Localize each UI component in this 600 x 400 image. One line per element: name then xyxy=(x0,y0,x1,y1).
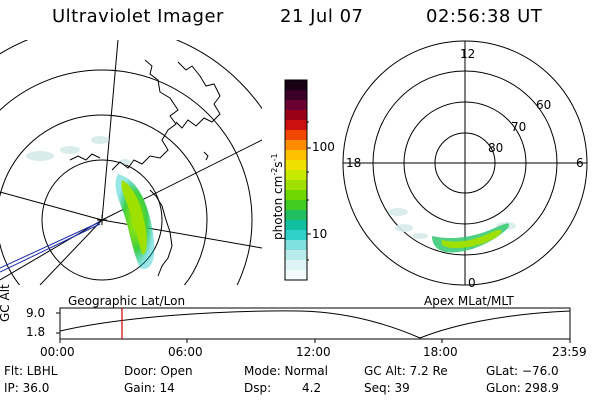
colorbar-tick-100: 100 xyxy=(312,140,335,154)
glat-readout: GLat: −76.0 xyxy=(486,364,559,378)
polar-plot-caption: Apex MLat/MLT xyxy=(424,294,514,308)
geo-meridians xyxy=(0,40,262,285)
colorbar-unit-main: photon cm xyxy=(271,175,285,240)
geo-lat-circles xyxy=(0,40,262,285)
x-tick-label: 23:59 xyxy=(552,345,587,359)
x-tick-label: 18:00 xyxy=(423,345,458,359)
mlt-label-6: 6 xyxy=(576,156,584,170)
mlat-label-70: 70 xyxy=(511,120,527,134)
mlat-label-80: 80 xyxy=(488,141,504,155)
altitude-y-low: 1.8 xyxy=(26,325,46,339)
mlt-label-12: 12 xyxy=(460,47,476,61)
colorbar-unit-s: s xyxy=(271,161,285,168)
x-tick-label: 06:00 xyxy=(168,345,203,359)
sub-satellite-point xyxy=(97,215,107,225)
geo-plot-caption: Geographic Lat/Lon xyxy=(68,294,186,308)
x-tick-label: 12:00 xyxy=(296,345,331,359)
date-label: 21 Jul 07 xyxy=(280,6,364,27)
time-label: 02:56:38 UT xyxy=(426,6,543,27)
altitude-y-high: 9.0 xyxy=(26,306,46,320)
colorbar-tick-10: 10 xyxy=(312,227,328,241)
mlat-label-60: 60 xyxy=(536,98,552,112)
colorbar-unit-label: photon cm-2s-1 xyxy=(270,153,285,240)
geographic-map xyxy=(0,40,262,285)
polar-aurora xyxy=(432,223,510,253)
altitude-chart xyxy=(56,307,571,343)
gain-readout: Gain: 14 xyxy=(124,381,175,395)
coastlines xyxy=(69,59,221,277)
satellite-track xyxy=(0,221,101,273)
mlt-label-18: 18 xyxy=(346,156,362,170)
glon-readout: GLon: 298.9 xyxy=(486,381,559,395)
app-title: Ultraviolet Imager xyxy=(52,6,224,27)
dsp-label: Dsp: xyxy=(244,381,272,395)
gc-alt-readout: GC Alt: 7.2 Re xyxy=(364,364,448,378)
door-readout: Door: Open xyxy=(124,364,193,378)
mode-readout: Mode: Normal xyxy=(244,364,328,378)
seq-readout: Seq: 39 xyxy=(364,381,410,395)
filter-readout: Flt: LBHL xyxy=(4,364,58,378)
polar-plot xyxy=(342,40,588,286)
altitude-curve xyxy=(59,310,571,339)
colorbar-unit-exp1: -2 xyxy=(270,167,279,176)
geo-haze xyxy=(26,136,131,165)
ip-readout: IP: 36.0 xyxy=(4,381,50,395)
altitude-ylabel: GC Alt xyxy=(0,284,12,322)
dsp-value: 4.2 xyxy=(302,381,322,395)
colorbar-unit-exp2: -1 xyxy=(270,153,279,162)
x-ticks xyxy=(59,339,571,343)
mlt-label-0: 0 xyxy=(468,276,476,290)
colorbar xyxy=(284,79,311,281)
x-tick-label: 00:00 xyxy=(40,345,75,359)
geo-aurora xyxy=(115,174,155,269)
